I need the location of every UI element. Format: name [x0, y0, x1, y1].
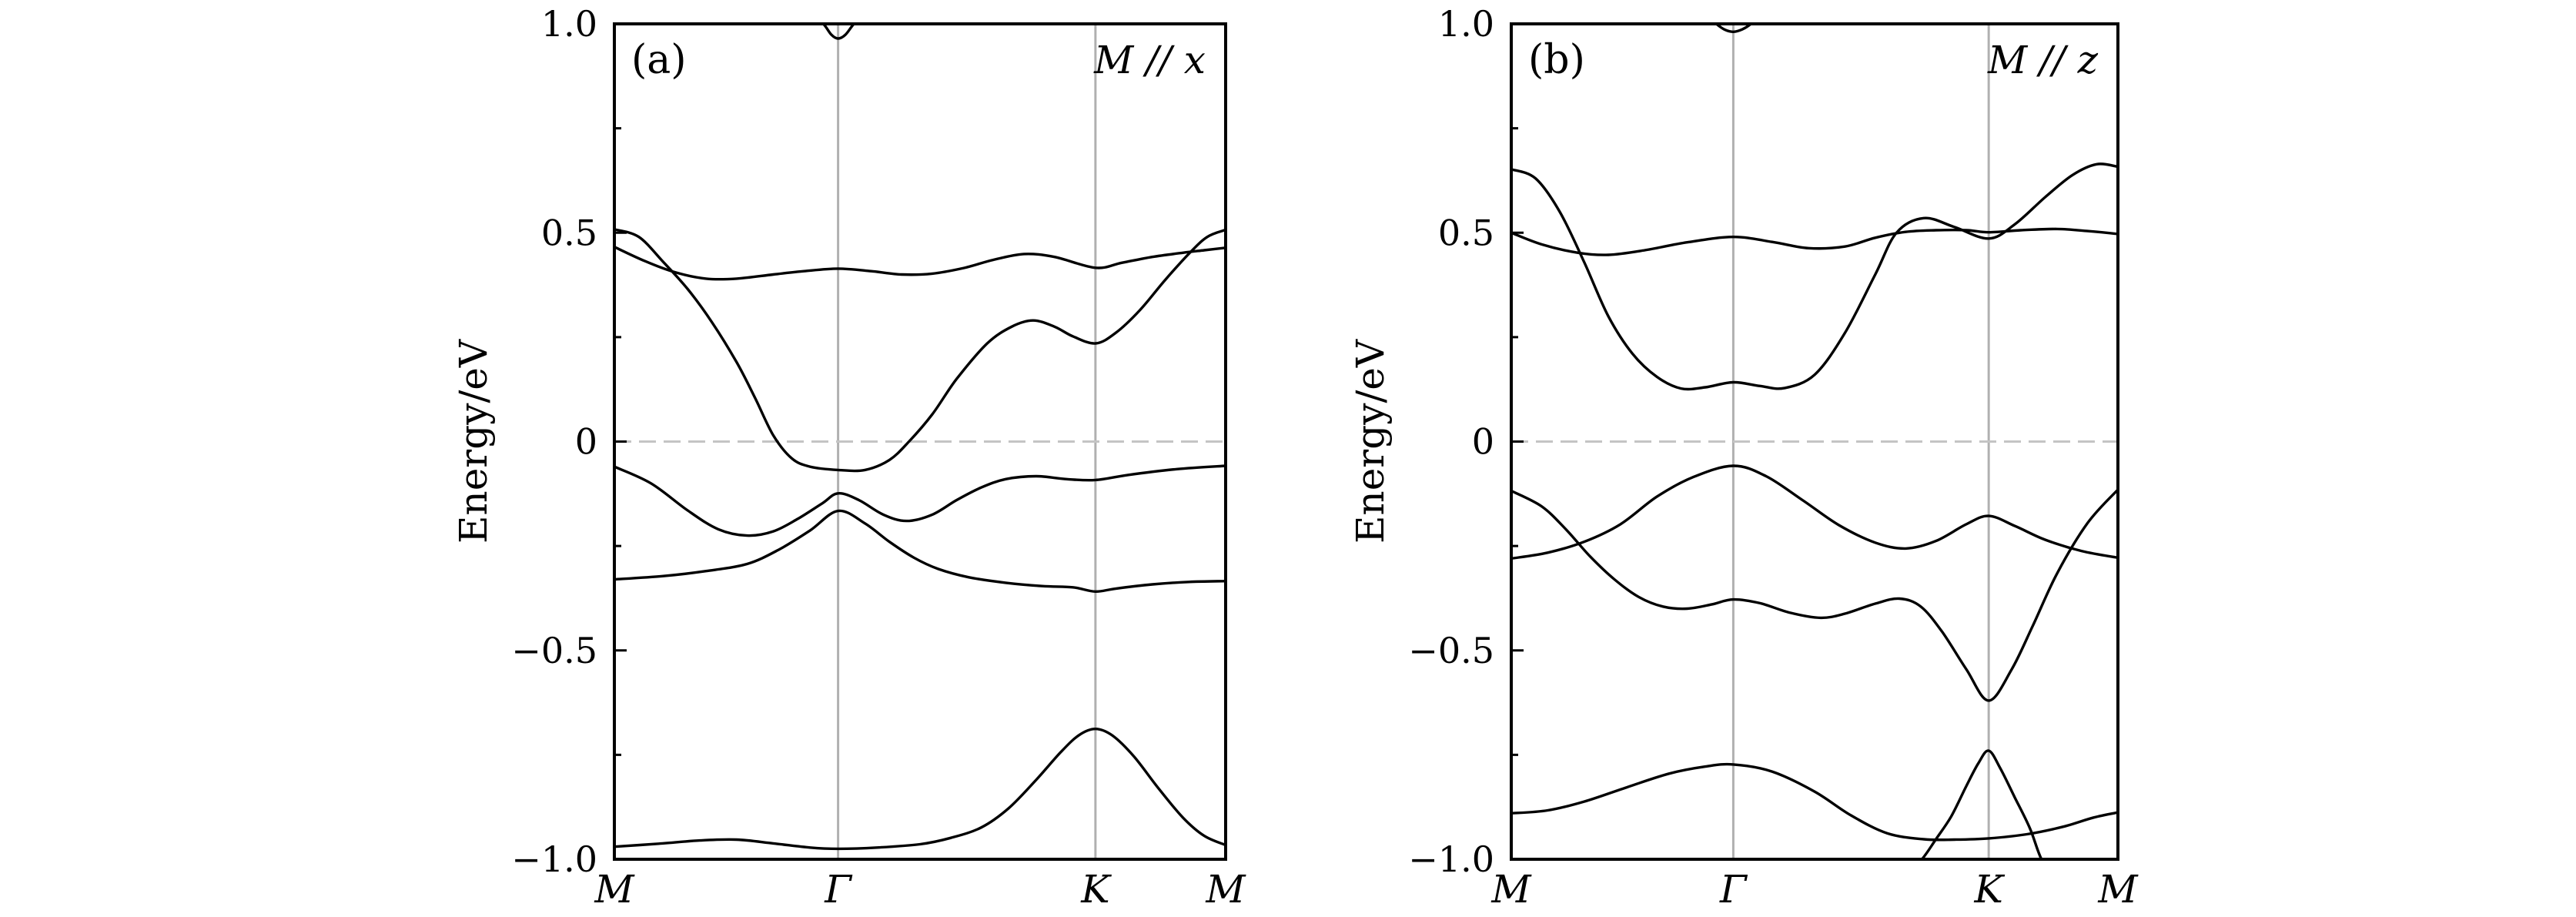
y-tick-label: 0	[1472, 421, 1494, 463]
y-tick-label: 1.0	[1438, 3, 1494, 45]
band-conduction-flat	[614, 246, 1226, 281]
band-top-edge-arc	[821, 24, 856, 40]
band-valence-bottom	[614, 727, 1226, 851]
y-axis-label: Energy/eV	[451, 339, 496, 544]
x-tick-label: M	[1490, 867, 1532, 912]
x-tick-label: K	[1080, 867, 1112, 912]
y-tick-label: 0.5	[1438, 212, 1494, 253]
band-valence-dispersive	[1511, 488, 2118, 702]
x-tick-label: Γ	[824, 867, 853, 912]
y-tick-label: 1.0	[541, 3, 597, 45]
band-conduction-flat	[1511, 227, 2118, 256]
band-valence-upper	[1511, 464, 2118, 561]
x-tick-label: Γ	[1719, 867, 1748, 912]
x-tick-label: M	[2097, 867, 2139, 912]
band-valence-k-peak	[1920, 749, 2043, 859]
x-tick-label: M	[594, 867, 635, 912]
panel-label: (b)	[1528, 37, 1585, 83]
magnetization-direction-label: M // z	[1987, 38, 2099, 82]
y-tick-label: 0	[575, 421, 597, 463]
y-tick-label: 0.5	[541, 212, 597, 253]
y-tick-label: −0.5	[511, 630, 597, 671]
band-curves-group	[614, 24, 1226, 851]
magnetization-direction-label: M // x	[1093, 38, 1206, 82]
y-tick-label: −1.0	[511, 838, 597, 880]
band-valence-upper	[614, 464, 1226, 537]
panel-label: (a)	[631, 37, 687, 83]
y-tick-label: −0.5	[1408, 630, 1494, 671]
band-conduction-dispersive	[614, 228, 1226, 473]
x-tick-label: K	[1973, 867, 2005, 912]
band-top-edge-arc	[1714, 24, 1753, 34]
x-tick-label: M	[1205, 867, 1246, 912]
y-axis-label: Energy/eV	[1348, 339, 1393, 544]
y-tick-label: −1.0	[1408, 838, 1494, 880]
band-valence-bottom	[1511, 762, 2118, 842]
band-conduction-dispersive	[1511, 162, 2118, 391]
band-curves-group	[1511, 24, 2118, 859]
band-valence-middle	[614, 509, 1226, 594]
